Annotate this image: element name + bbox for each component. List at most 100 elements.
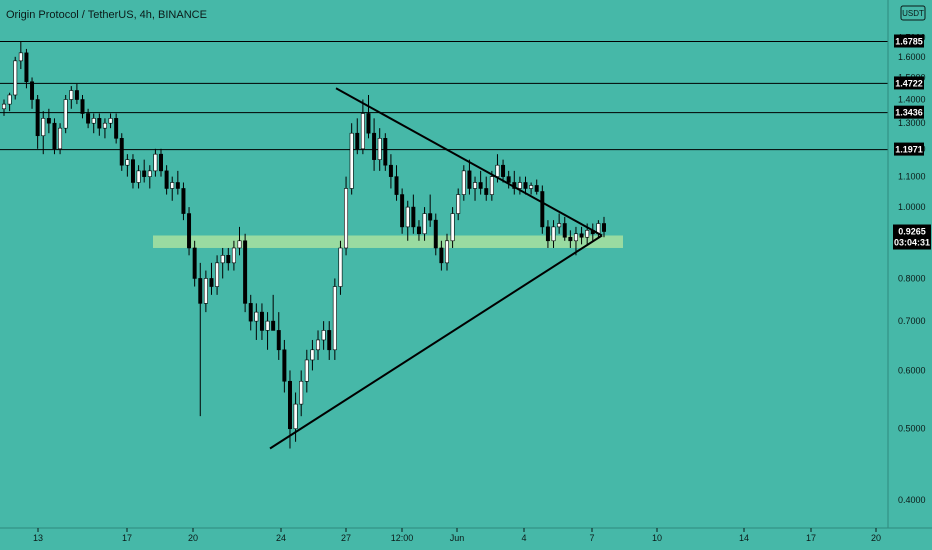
- candle[interactable]: [506, 170, 511, 189]
- candle[interactable]: [282, 339, 287, 393]
- candle[interactable]: [355, 118, 360, 155]
- candle[interactable]: [428, 194, 433, 227]
- candle[interactable]: [529, 182, 534, 195]
- candle[interactable]: [147, 165, 152, 189]
- candle[interactable]: [310, 339, 315, 371]
- candle[interactable]: [52, 118, 57, 155]
- candle[interactable]: [400, 188, 405, 234]
- candle[interactable]: [456, 188, 461, 221]
- candle[interactable]: [439, 240, 444, 271]
- candle[interactable]: [366, 94, 371, 139]
- candle[interactable]: [489, 170, 494, 201]
- candle[interactable]: [220, 247, 225, 279]
- candle[interactable]: [125, 154, 130, 177]
- candle[interactable]: [248, 294, 253, 331]
- candle[interactable]: [170, 176, 175, 201]
- candle[interactable]: [35, 94, 40, 149]
- candle[interactable]: [293, 392, 298, 442]
- candle[interactable]: [461, 165, 466, 201]
- candle[interactable]: [175, 170, 180, 195]
- candle[interactable]: [41, 111, 46, 155]
- candle[interactable]: [557, 213, 562, 234]
- candle[interactable]: [562, 216, 567, 241]
- candle[interactable]: [316, 330, 321, 360]
- candle[interactable]: [7, 92, 12, 112]
- candle[interactable]: [360, 99, 365, 155]
- candle[interactable]: [501, 159, 506, 183]
- currency-badge[interactable]: USDT: [900, 5, 926, 21]
- candle[interactable]: [142, 159, 147, 183]
- candle[interactable]: [91, 113, 96, 134]
- candle[interactable]: [473, 176, 478, 201]
- candle[interactable]: [130, 154, 135, 189]
- candle[interactable]: [304, 349, 309, 393]
- candle[interactable]: [540, 185, 545, 234]
- candle[interactable]: [226, 247, 231, 271]
- candle[interactable]: [349, 123, 354, 195]
- candle[interactable]: [102, 118, 107, 139]
- candle[interactable]: [18, 41, 23, 70]
- triangle-upper-trendline[interactable]: [335, 87, 603, 237]
- candle[interactable]: [30, 77, 35, 109]
- candle[interactable]: [276, 312, 281, 360]
- candle[interactable]: [416, 220, 421, 241]
- candle[interactable]: [243, 233, 248, 313]
- candle[interactable]: [388, 154, 393, 189]
- candle[interactable]: [467, 159, 472, 195]
- candle[interactable]: [377, 128, 382, 171]
- support-zone[interactable]: [153, 235, 623, 248]
- candle[interactable]: [237, 226, 242, 256]
- candle[interactable]: [192, 240, 197, 287]
- candle[interactable]: [405, 200, 410, 241]
- candle[interactable]: [602, 216, 606, 238]
- candle[interactable]: [198, 262, 203, 417]
- candle[interactable]: [344, 176, 349, 256]
- candle[interactable]: [338, 240, 343, 295]
- candle[interactable]: [215, 255, 220, 295]
- candle[interactable]: [153, 148, 158, 177]
- candle[interactable]: [517, 176, 522, 195]
- candle[interactable]: [97, 113, 102, 136]
- candle[interactable]: [450, 207, 455, 248]
- candle[interactable]: [58, 123, 63, 155]
- candle[interactable]: [231, 240, 236, 271]
- candle[interactable]: [573, 226, 578, 256]
- candle[interactable]: [74, 83, 79, 105]
- candle[interactable]: [545, 220, 550, 248]
- candle[interactable]: [478, 170, 483, 195]
- triangle-lower-trendline[interactable]: [269, 234, 603, 450]
- candle[interactable]: [80, 94, 85, 119]
- candle[interactable]: [422, 207, 427, 241]
- candle[interactable]: [579, 226, 584, 245]
- candle[interactable]: [551, 220, 556, 248]
- candle[interactable]: [46, 108, 51, 134]
- candle[interactable]: [523, 176, 528, 195]
- candle[interactable]: [63, 94, 68, 134]
- candle[interactable]: [209, 262, 214, 295]
- candle[interactable]: [24, 48, 29, 89]
- candle[interactable]: [159, 148, 163, 177]
- candle[interactable]: [108, 113, 113, 129]
- candle[interactable]: [86, 108, 91, 129]
- candle[interactable]: [119, 133, 124, 171]
- candle[interactable]: [321, 321, 326, 350]
- candle[interactable]: [394, 165, 399, 201]
- candle[interactable]: [383, 133, 388, 171]
- candle[interactable]: [484, 176, 489, 201]
- candle[interactable]: [271, 294, 276, 331]
- candle[interactable]: [136, 165, 141, 189]
- candle[interactable]: [327, 321, 332, 360]
- candle[interactable]: [259, 303, 264, 340]
- candle[interactable]: [265, 312, 270, 350]
- candle[interactable]: [181, 182, 186, 221]
- candle[interactable]: [568, 230, 573, 248]
- candle[interactable]: [69, 86, 74, 109]
- candle[interactable]: [2, 99, 6, 116]
- candle[interactable]: [254, 303, 259, 340]
- candle[interactable]: [411, 194, 416, 234]
- candle[interactable]: [299, 370, 304, 417]
- candle[interactable]: [203, 270, 208, 313]
- candle[interactable]: [164, 165, 169, 195]
- candle[interactable]: [13, 56, 18, 100]
